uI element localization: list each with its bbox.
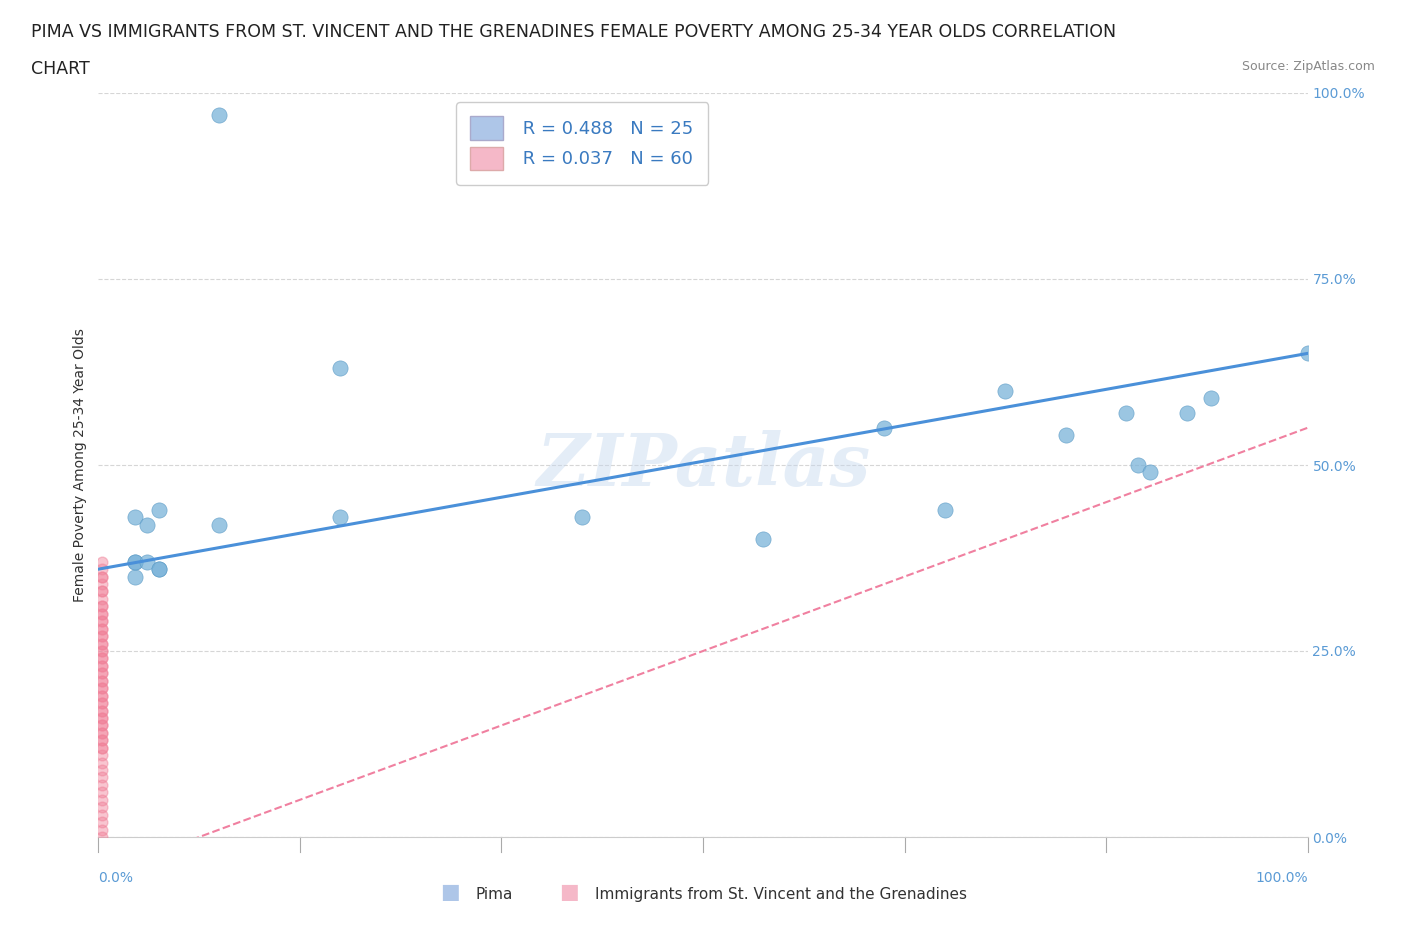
Point xyxy=(1128,458,1150,472)
Point xyxy=(91,733,114,748)
Point xyxy=(329,510,352,525)
Point xyxy=(91,725,114,740)
Text: PIMA VS IMMIGRANTS FROM ST. VINCENT AND THE GRENADINES FEMALE POVERTY AMONG 25-3: PIMA VS IMMIGRANTS FROM ST. VINCENT AND … xyxy=(31,23,1116,41)
Point xyxy=(91,614,114,629)
Text: Pima: Pima xyxy=(475,887,513,902)
Point xyxy=(91,696,114,711)
Point xyxy=(91,681,114,696)
Point xyxy=(91,621,114,636)
Point xyxy=(91,636,114,651)
Point xyxy=(91,740,114,755)
Text: 0.0%: 0.0% xyxy=(98,870,134,884)
Point xyxy=(91,755,114,770)
Point xyxy=(91,651,114,666)
Point xyxy=(91,703,114,718)
Point xyxy=(91,770,114,785)
Point xyxy=(91,569,114,584)
Point xyxy=(208,108,231,123)
Point xyxy=(91,629,114,644)
Point xyxy=(91,577,114,591)
Point xyxy=(91,711,114,725)
Point xyxy=(135,517,157,532)
Point xyxy=(91,569,114,584)
Text: Source: ZipAtlas.com: Source: ZipAtlas.com xyxy=(1241,60,1375,73)
Point xyxy=(91,666,114,681)
Text: ■: ■ xyxy=(440,882,460,902)
Point xyxy=(91,696,114,711)
Point xyxy=(91,711,114,725)
Point xyxy=(934,502,956,517)
Point xyxy=(91,740,114,755)
Point xyxy=(148,562,170,577)
Point xyxy=(91,718,114,733)
Point xyxy=(329,361,352,376)
Text: 100.0%: 100.0% xyxy=(1256,870,1308,884)
Point xyxy=(873,420,896,435)
Point xyxy=(91,554,114,569)
Point xyxy=(91,792,114,807)
Text: ZIPatlas: ZIPatlas xyxy=(536,430,870,500)
Point xyxy=(91,621,114,636)
Point xyxy=(1139,465,1161,480)
Point xyxy=(91,785,114,800)
Point xyxy=(91,584,114,599)
Point xyxy=(1296,346,1319,361)
Point xyxy=(91,815,114,830)
Point xyxy=(91,636,114,651)
Point xyxy=(124,510,146,525)
Point xyxy=(148,562,170,577)
Point xyxy=(91,718,114,733)
Point xyxy=(91,629,114,644)
Point xyxy=(571,510,593,525)
Point xyxy=(91,599,114,614)
Text: ■: ■ xyxy=(560,882,579,902)
Point xyxy=(124,569,146,584)
Point xyxy=(124,554,146,569)
Point xyxy=(91,562,114,577)
Point xyxy=(91,830,114,844)
Point xyxy=(91,807,114,822)
Point xyxy=(91,673,114,688)
Point xyxy=(91,606,114,621)
Point xyxy=(91,584,114,599)
Point xyxy=(91,777,114,792)
Point xyxy=(91,688,114,703)
Point xyxy=(91,763,114,777)
Point xyxy=(91,703,114,718)
Point xyxy=(91,725,114,740)
Point xyxy=(91,688,114,703)
Text: Immigrants from St. Vincent and the Grenadines: Immigrants from St. Vincent and the Gren… xyxy=(595,887,967,902)
Point xyxy=(91,644,114,658)
Point xyxy=(91,651,114,666)
Point xyxy=(124,554,146,569)
Point xyxy=(208,517,231,532)
Point xyxy=(135,554,157,569)
Point xyxy=(91,822,114,837)
Point xyxy=(1199,391,1222,405)
Point xyxy=(91,733,114,748)
Text: CHART: CHART xyxy=(31,60,90,78)
Point xyxy=(91,606,114,621)
Point xyxy=(91,614,114,629)
Point xyxy=(1054,428,1077,443)
Point xyxy=(91,658,114,673)
Y-axis label: Female Poverty Among 25-34 Year Olds: Female Poverty Among 25-34 Year Olds xyxy=(73,328,87,602)
Point xyxy=(91,681,114,696)
Point xyxy=(1115,405,1137,420)
Point xyxy=(994,383,1017,398)
Point xyxy=(91,748,114,763)
Point xyxy=(1175,405,1198,420)
Point xyxy=(91,591,114,606)
Point xyxy=(91,666,114,681)
Point xyxy=(91,673,114,688)
Point xyxy=(91,658,114,673)
Point xyxy=(148,502,170,517)
Point xyxy=(91,644,114,658)
Legend:  R = 0.488   N = 25,  R = 0.037   N = 60: R = 0.488 N = 25, R = 0.037 N = 60 xyxy=(456,102,709,184)
Point xyxy=(91,599,114,614)
Point xyxy=(91,800,114,815)
Point xyxy=(752,532,775,547)
